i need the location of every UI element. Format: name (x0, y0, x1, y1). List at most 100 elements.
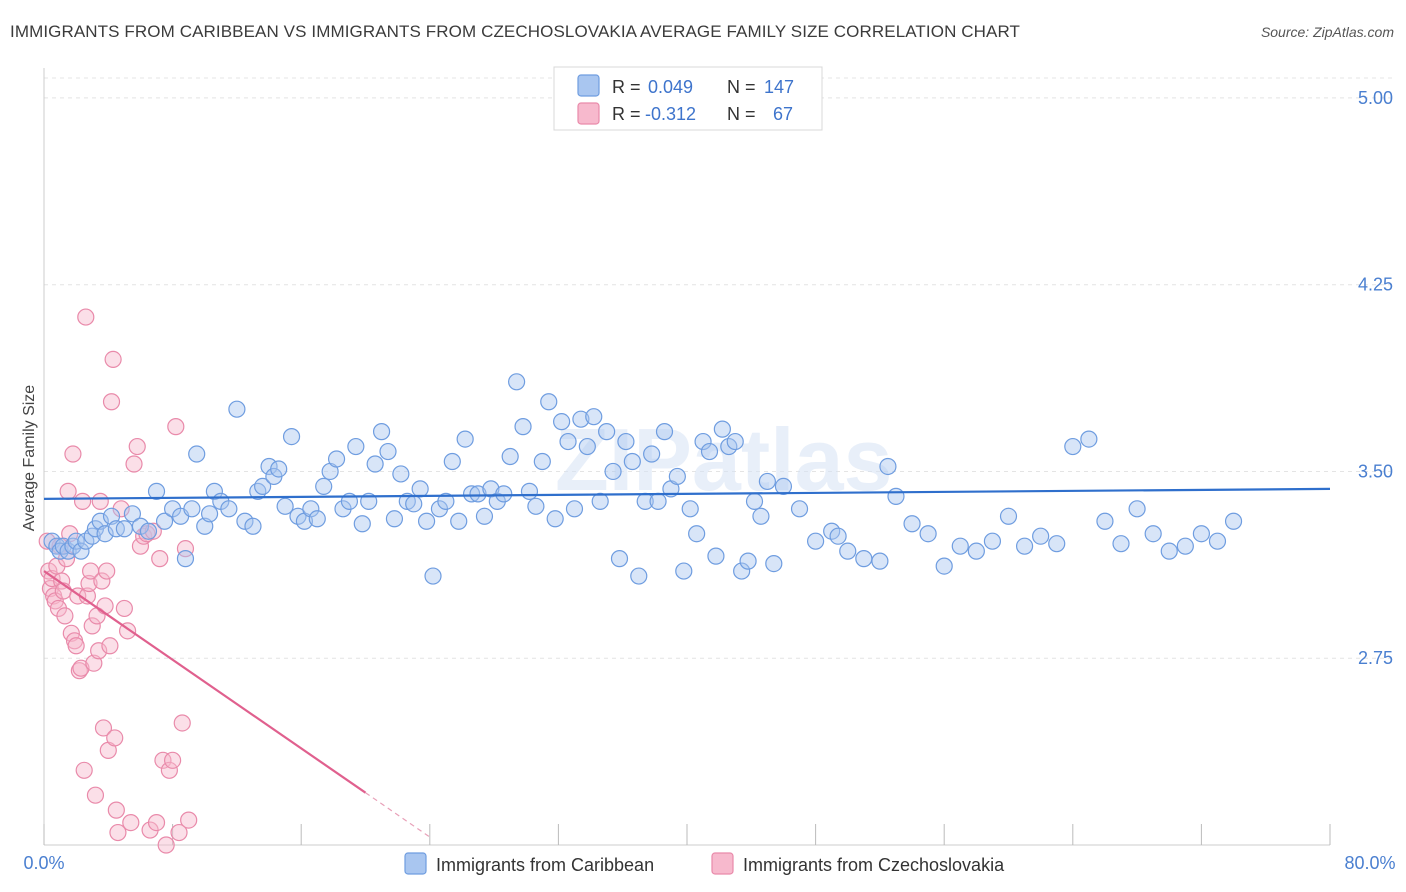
caribbean-point (591, 492, 609, 510)
caribbean-point (533, 452, 551, 471)
czechoslovakia-point (157, 836, 175, 854)
caribbean-point (327, 450, 346, 468)
y-tick-label: 2.75 (1358, 648, 1393, 668)
czechoslovakia-point (91, 492, 109, 510)
caribbean-point (1080, 430, 1098, 448)
caribbean-point (508, 373, 526, 391)
caribbean-point (855, 550, 873, 568)
caribbean-point (726, 432, 744, 451)
czechoslovakia-point (144, 522, 162, 540)
caribbean-point (385, 510, 404, 528)
czechoslovakia-point (59, 482, 77, 500)
czechoslovakia-point (109, 823, 127, 842)
caribbean-point (353, 515, 371, 533)
caribbean-point (871, 552, 889, 570)
caribbean-point (200, 505, 219, 523)
czechoslovakia-point (180, 811, 198, 829)
caribbean-point (1192, 525, 1211, 543)
caribbean-point (244, 517, 262, 535)
series-legend: Immigrants from Caribbean Immigrants fro… (404, 852, 1005, 875)
caribbean-point (585, 408, 603, 426)
caribbean-point (713, 420, 731, 438)
czechoslovakia-point (90, 642, 108, 660)
caribbean-point (967, 542, 985, 560)
czechoslovakia-point (125, 455, 143, 473)
caribbean-point (540, 393, 558, 411)
czechoslovakia-point (98, 562, 116, 580)
caribbean-point (1224, 512, 1243, 530)
caribbean-point (123, 505, 142, 523)
czechoslovakia-point (80, 574, 98, 593)
caribbean-point (347, 437, 365, 456)
stats-legend: R = 0.049 N = 147 R = -0.312 N = 67 (553, 66, 823, 131)
trend-lines (43, 487, 1331, 838)
caribbean-point (999, 507, 1018, 525)
caribbean-point (983, 532, 1002, 550)
y-axis-label: Average Family Size (21, 385, 38, 532)
caribbean-point (675, 562, 693, 580)
caribbean-point (1128, 500, 1146, 518)
caribbean-point (270, 460, 288, 478)
caribbean-point (1208, 532, 1227, 550)
caribbean-point (155, 512, 174, 530)
caribbean-point (469, 485, 487, 503)
czechoslovakia-point (176, 540, 195, 558)
czechoslovakia-points (38, 308, 198, 854)
caribbean-point (553, 413, 571, 431)
czechoslovakia-point (64, 445, 82, 463)
czechoslovakia-point (86, 786, 105, 804)
czechoslovakia-point (167, 418, 185, 436)
caribbean-point (919, 525, 937, 543)
legend-label-czechoslovakia: Immigrants from Czechoslovakia (743, 855, 1005, 875)
caribbean-point (617, 432, 635, 451)
caribbean-point (1032, 527, 1050, 545)
caribbean-point (437, 492, 455, 510)
czechoslovakia-point (56, 607, 74, 625)
czechoslovakia-point (93, 572, 111, 590)
x-tick-min: 0.0% (23, 853, 64, 873)
x-tick-max: 80.0% (1344, 853, 1395, 873)
caribbean-point (1064, 437, 1082, 456)
caribbean-point (623, 452, 641, 471)
caribbean-point (392, 465, 410, 483)
caribbean-point (643, 445, 661, 463)
caribbean-point (765, 555, 783, 573)
caribbean-point (443, 452, 461, 471)
legend-r-label: R = (612, 104, 641, 124)
caribbean-point (578, 437, 596, 456)
czechoslovakia-point (160, 761, 178, 779)
caribbean-point (405, 495, 423, 513)
legend-r-value: -0.312 (645, 104, 696, 124)
czechoslovakia-point (115, 599, 133, 618)
caribbean-point (139, 522, 158, 540)
chart-title: IMMIGRANTS FROM CARIBBEAN VS IMMIGRANTS … (10, 22, 1021, 41)
caribbean-point (302, 500, 320, 518)
caribbean-point (249, 482, 267, 500)
caribbean-point (752, 507, 770, 525)
czechoslovakia-point (96, 597, 114, 615)
caribbean-point (147, 482, 166, 500)
caribbean-point (115, 520, 133, 538)
caribbean-point (903, 515, 921, 533)
caribbean-point (308, 510, 326, 528)
caribbean-point (67, 532, 85, 550)
caribbean-point (758, 472, 776, 491)
czechoslovakia-trend-extension (365, 792, 431, 838)
caribbean-point (220, 500, 238, 518)
caribbean-point (565, 500, 584, 518)
y-tick-label: 5.00 (1358, 88, 1393, 108)
czechoslovakia-point (154, 751, 172, 769)
caribbean-point (774, 477, 793, 496)
caribbean-point (228, 400, 246, 418)
caribbean-point (450, 512, 468, 530)
czechoslovakia-point (147, 813, 166, 832)
czechoslovakia-point (106, 729, 124, 747)
legend-r-label: R = (612, 77, 641, 97)
caribbean-point (188, 445, 206, 463)
caribbean-point (546, 510, 564, 528)
caribbean-point (1160, 542, 1178, 560)
caribbean-point (205, 482, 223, 500)
axes (43, 68, 1331, 846)
legend-n-value: 147 (764, 77, 794, 97)
